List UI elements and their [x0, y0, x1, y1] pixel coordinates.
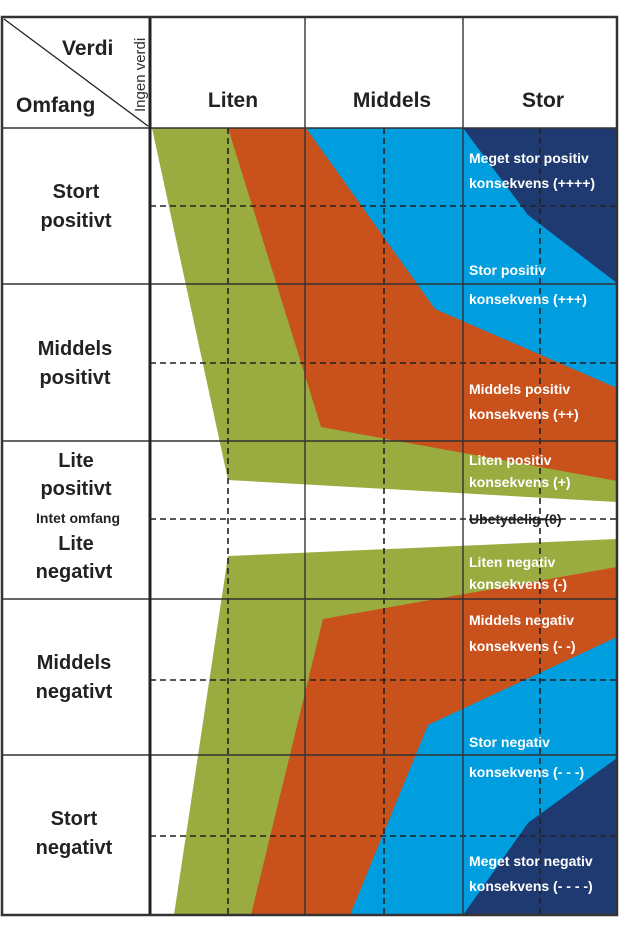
- row-label-lite-positivt-2: positivt: [40, 478, 111, 500]
- zone-label-stor-positiv-2: konsekvens (+++): [469, 291, 587, 307]
- zone-label-meget-stor-positiv-2: konsekvens (++++): [469, 175, 595, 191]
- row-label-lite-negativt-2: negativt: [36, 561, 113, 583]
- zone-label-liten-negativ-2: konsekvens (-): [469, 576, 567, 592]
- zone-label-stor-positiv-1: Stor positiv: [469, 262, 546, 278]
- row-label-stort-positivt-2: positivt: [40, 210, 111, 232]
- row-label-intet-omfang: Intet omfang: [36, 510, 120, 526]
- row-label-stort-positivt-1: Stort: [53, 181, 100, 203]
- zone-label-liten-negativ-1: Liten negativ: [469, 554, 556, 570]
- zone-label-meget-stor-negativ-2: konsekvens (- - - -): [469, 878, 593, 894]
- row-label-stort-negativt-1: Stort: [51, 808, 98, 830]
- row-label-middels-negativt-1: Middels: [37, 652, 111, 674]
- zone-label-middels-negativ-1: Middels negativ: [469, 612, 574, 628]
- zone-label-ubetydelig: Ubetydelig (0): [469, 511, 562, 527]
- column-header-middels: Middels: [353, 89, 431, 112]
- zone-label-liten-positiv-1: Liten positiv: [469, 452, 552, 468]
- corner-diagonal: [3, 18, 149, 127]
- zone-label-liten-positiv-2: konsekvens (+): [469, 474, 571, 490]
- row-label-middels-positivt-1: Middels: [38, 338, 112, 360]
- corner-omfang-label: Omfang: [16, 94, 95, 117]
- corner-verdi-label: Verdi: [62, 37, 113, 60]
- column-header-stor: Stor: [522, 89, 564, 112]
- column-header-liten: Liten: [208, 89, 258, 112]
- zone-label-stor-negativ-2: konsekvens (- - -): [469, 764, 584, 780]
- corner-ingen-verdi-label: Ingen verdi: [132, 38, 149, 112]
- row-label-stort-negativt-2: negativt: [36, 837, 113, 859]
- zone-label-meget-stor-positiv-1: Meget stor positiv: [469, 150, 589, 166]
- row-label-middels-positivt-2: positivt: [39, 367, 110, 389]
- solid-grid: [2, 17, 617, 915]
- zone-label-middels-positiv-1: Middels positiv: [469, 381, 570, 397]
- frame: [0, 15, 619, 917]
- row-label-lite-negativt-1: Lite: [58, 533, 94, 555]
- zone-label-meget-stor-negativ-1: Meget stor negativ: [469, 853, 593, 869]
- dashed-grid: [150, 128, 617, 915]
- zone-label-stor-negativ-1: Stor negativ: [469, 734, 550, 750]
- zone-label-middels-positiv-2: konsekvens (++): [469, 406, 579, 422]
- row-label-lite-positivt-1: Lite: [58, 450, 94, 472]
- zone-label-middels-negativ-2: konsekvens (- -): [469, 638, 576, 654]
- row-label-middels-negativt-2: negativt: [36, 681, 113, 703]
